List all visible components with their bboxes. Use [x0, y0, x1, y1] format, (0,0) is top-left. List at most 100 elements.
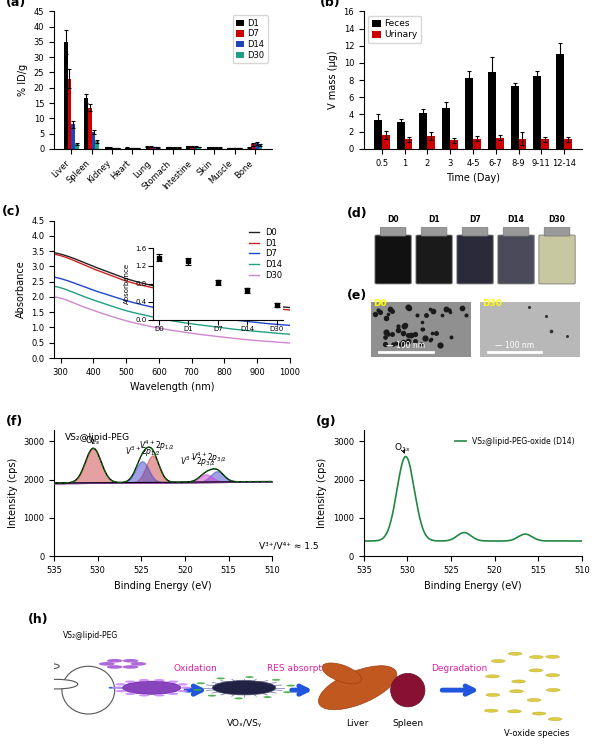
D14: [164, 316, 171, 325]
Bar: [166, 147, 170, 149]
Bar: [207, 147, 211, 149]
Text: V-oxide species: V-oxide species: [505, 729, 570, 738]
Legend: Feces, Urinary: Feces, Urinary: [368, 16, 421, 43]
Circle shape: [509, 690, 523, 693]
D1: [50, 250, 58, 259]
Bar: [92, 132, 95, 149]
Circle shape: [178, 683, 188, 686]
Bar: [112, 148, 116, 149]
Legend: VS₂@lipid-PEG-oxide (D14): VS₂@lipid-PEG-oxide (D14): [452, 433, 578, 448]
Bar: [427, 136, 435, 149]
Circle shape: [99, 662, 115, 666]
Circle shape: [485, 675, 499, 678]
Text: $V^{3+}2p_{3/2}$: $V^{3+}2p_{3/2}$: [180, 455, 216, 469]
D7: [191, 310, 198, 319]
FancyBboxPatch shape: [544, 227, 570, 236]
Circle shape: [107, 659, 122, 663]
Bar: [533, 76, 541, 149]
Bar: [511, 86, 518, 149]
Circle shape: [548, 717, 562, 721]
Bar: [556, 54, 564, 149]
FancyBboxPatch shape: [503, 227, 529, 236]
D14: [281, 329, 288, 338]
Bar: [211, 147, 214, 149]
Circle shape: [178, 690, 188, 692]
Text: V³⁺/V⁴⁺ ≈ 1.5: V³⁺/V⁴⁺ ≈ 1.5: [259, 541, 319, 550]
Text: RES absorption: RES absorption: [266, 664, 335, 673]
Circle shape: [546, 655, 559, 658]
Bar: [190, 146, 194, 149]
Circle shape: [530, 655, 543, 658]
Text: (a): (a): [6, 0, 26, 9]
Circle shape: [491, 660, 505, 663]
D1: [164, 287, 171, 296]
Bar: [374, 121, 382, 149]
Circle shape: [286, 685, 295, 686]
Ellipse shape: [322, 663, 361, 684]
D7: [178, 308, 185, 317]
Bar: [255, 143, 259, 149]
Bar: [227, 148, 231, 149]
Bar: [88, 108, 92, 149]
X-axis label: Wavelength (nm): Wavelength (nm): [130, 382, 214, 393]
Bar: [479, 303, 580, 357]
Circle shape: [532, 712, 546, 715]
Circle shape: [122, 665, 139, 669]
Line: D0: D0: [54, 253, 290, 307]
FancyBboxPatch shape: [380, 227, 406, 236]
Text: (e): (e): [347, 289, 367, 302]
D30: [178, 327, 185, 336]
Text: O$_{1s}$: O$_{1s}$: [85, 434, 100, 447]
D1: [281, 305, 288, 314]
Text: $V^{3+}2p_{1/2}$: $V^{3+}2p_{1/2}$: [125, 445, 161, 458]
Legend: D1, D7, D14, D30: D1, D7, D14, D30: [233, 16, 268, 63]
FancyBboxPatch shape: [462, 227, 488, 236]
Bar: [259, 145, 262, 149]
Bar: [218, 148, 221, 149]
Circle shape: [112, 686, 122, 689]
Text: D0: D0: [373, 300, 386, 308]
Circle shape: [33, 663, 59, 669]
Circle shape: [508, 652, 522, 655]
Text: O$_{1s}$: O$_{1s}$: [394, 442, 411, 455]
Circle shape: [139, 694, 149, 697]
Circle shape: [125, 692, 136, 695]
D1: [163, 287, 170, 296]
Circle shape: [217, 677, 225, 680]
Text: (d): (d): [347, 207, 368, 220]
FancyBboxPatch shape: [375, 235, 411, 284]
D30: [164, 325, 171, 334]
Text: VS₂@lipid-PEG: VS₂@lipid-PEG: [64, 630, 119, 639]
X-axis label: Binding Energy (eV): Binding Energy (eV): [424, 581, 522, 590]
Bar: [157, 147, 160, 149]
X-axis label: Binding Energy (eV): Binding Energy (eV): [114, 581, 212, 590]
Circle shape: [139, 679, 149, 681]
Bar: [109, 148, 112, 149]
Bar: [235, 148, 238, 149]
D7: [50, 273, 58, 282]
D0: [244, 299, 251, 308]
Text: VS₂@lipid-PEG: VS₂@lipid-PEG: [65, 433, 130, 442]
Bar: [170, 147, 173, 149]
Text: (f): (f): [6, 414, 23, 427]
D0: [164, 285, 171, 294]
Text: D30: D30: [548, 215, 565, 224]
Y-axis label: % ID/g: % ID/g: [18, 64, 28, 96]
Bar: [371, 303, 471, 357]
Text: Degradation: Degradation: [431, 664, 488, 673]
Text: D14: D14: [508, 215, 524, 224]
D7: [244, 317, 251, 326]
Circle shape: [154, 679, 164, 681]
Circle shape: [197, 683, 205, 684]
Bar: [518, 138, 526, 149]
Text: (b): (b): [320, 0, 341, 9]
Circle shape: [529, 669, 543, 672]
Bar: [105, 147, 109, 149]
Text: D7: D7: [469, 215, 481, 224]
Line: D7: D7: [54, 277, 290, 325]
Y-axis label: Intensity (cps): Intensity (cps): [317, 458, 328, 528]
Bar: [404, 140, 412, 149]
Circle shape: [115, 690, 126, 692]
Text: Oxidation: Oxidation: [173, 664, 217, 673]
D1: [244, 301, 251, 310]
